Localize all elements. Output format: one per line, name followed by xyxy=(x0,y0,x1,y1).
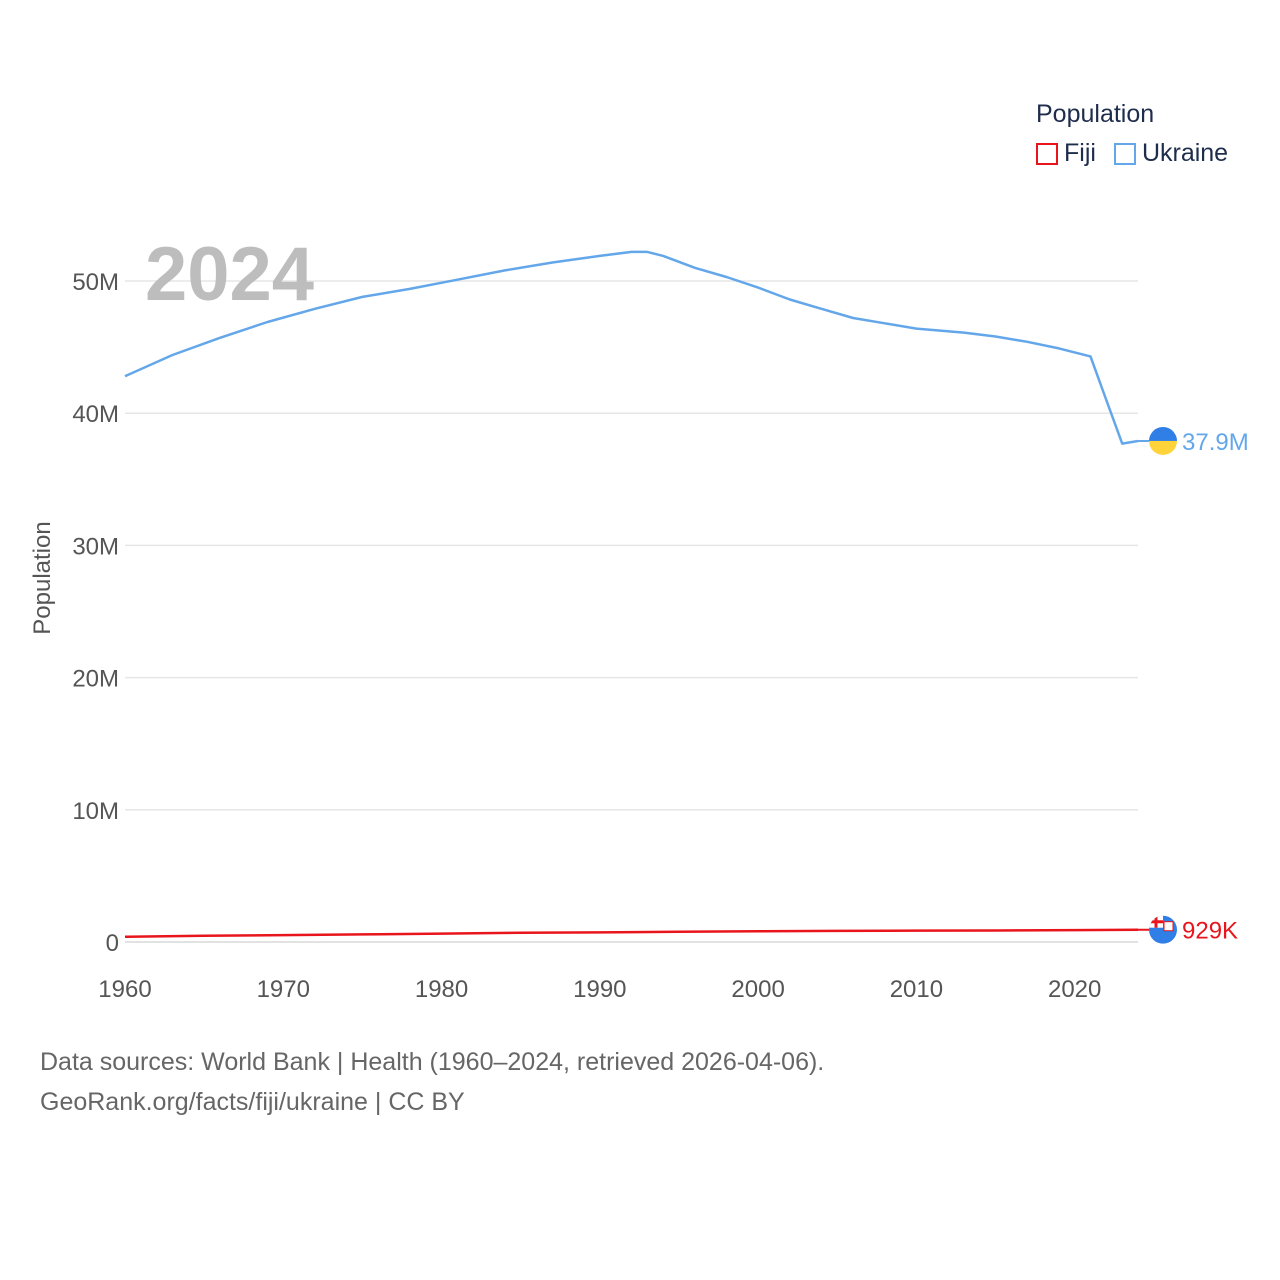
flag-stripe-yellow xyxy=(1149,440,1177,455)
legend-item-ukraine[interactable]: Ukraine xyxy=(1113,139,1229,168)
series-end-markers: 929K 37.9M xyxy=(1149,426,1249,945)
end-label-fiji: 929K xyxy=(1182,918,1238,945)
x-tick-label: 2000 xyxy=(731,976,784,1003)
y-tick-label: 40M xyxy=(72,401,119,428)
flag-marker-ukraine xyxy=(1149,426,1177,455)
flag-shield xyxy=(1163,921,1174,932)
x-tick-label: 2020 xyxy=(1048,976,1101,1003)
series-line-fiji xyxy=(124,928,1139,939)
flag-body xyxy=(1149,426,1177,455)
legend-label-ukraine: Ukraine xyxy=(1141,139,1229,167)
x-tick-label: 2010 xyxy=(890,976,943,1003)
y-axis-title: Population xyxy=(29,521,56,634)
x-tick-label: 1960 xyxy=(98,976,151,1003)
footer: Data sources: World Bank | Health (1960–… xyxy=(40,1042,824,1122)
y-tick-label: 20M xyxy=(72,666,119,693)
x-tick-label: 1990 xyxy=(573,976,626,1003)
grid-lines xyxy=(125,280,1138,943)
end-label-ukraine: 37.9M xyxy=(1182,429,1249,456)
legend-swatch-ukraine xyxy=(1113,142,1136,165)
flag-stripe-blue xyxy=(1149,426,1177,441)
legend: Population Fiji Ukraine xyxy=(1036,100,1228,168)
footer-sources: Data sources: World Bank | Health (1960–… xyxy=(40,1048,825,1076)
x-tick-label: 1970 xyxy=(257,976,310,1003)
x-axis-ticks: 1960 1970 1980 1990 2000 2010 2020 xyxy=(98,976,1101,1003)
y-tick-label: 10M xyxy=(72,798,119,825)
y-tick-label: 0 xyxy=(106,930,119,957)
footer-link[interactable]: GeoRank.org/facts/fiji/ukraine | CC BY xyxy=(40,1088,465,1116)
y-axis-ticks: 0 10M 20M 30M 40M 50M xyxy=(72,269,119,957)
legend-item-fiji[interactable]: Fiji xyxy=(1036,139,1096,168)
series-line-ukraine xyxy=(124,250,1139,445)
flag-body xyxy=(1149,915,1177,944)
legend-label-fiji: Fiji xyxy=(1064,139,1096,167)
flag-marker-fiji xyxy=(1149,915,1177,944)
year-label: 2024 xyxy=(145,232,314,317)
y-tick-label: 30M xyxy=(72,533,119,560)
series-lines xyxy=(124,250,1163,939)
legend-swatch-fiji xyxy=(1036,142,1058,165)
legend-title: Population xyxy=(1036,100,1155,128)
y-tick-label: 50M xyxy=(72,269,119,296)
x-tick-label: 1980 xyxy=(415,976,468,1003)
